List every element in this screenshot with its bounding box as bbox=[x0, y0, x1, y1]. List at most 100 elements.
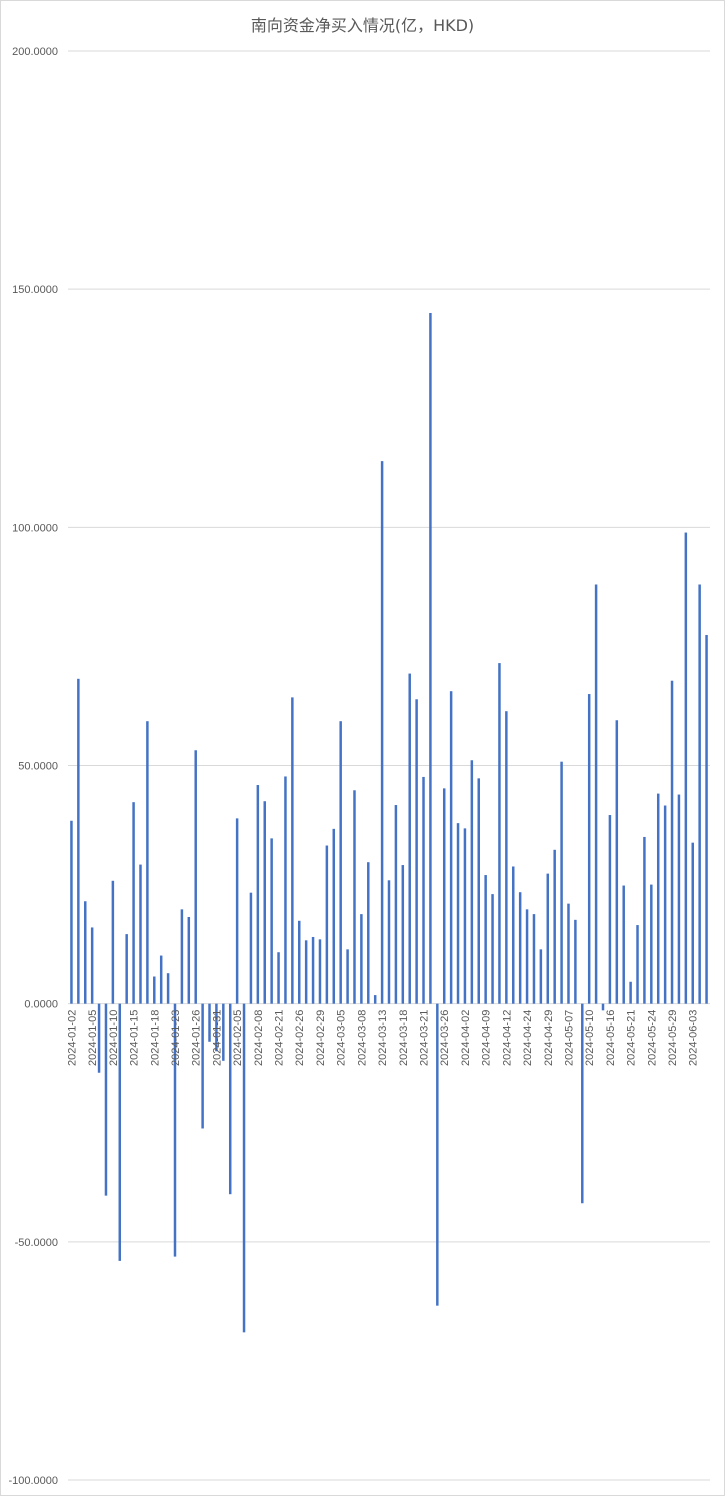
bar bbox=[456, 823, 460, 1004]
bar bbox=[284, 776, 287, 1004]
bar bbox=[442, 788, 446, 1004]
x-tick-label: 2024-04-02 bbox=[460, 1010, 472, 1066]
bar bbox=[77, 678, 80, 1004]
bar bbox=[394, 805, 398, 1004]
bar bbox=[291, 697, 294, 1004]
bar bbox=[346, 949, 349, 1004]
bar bbox=[615, 720, 619, 1004]
x-tick-label: 2024-02-26 bbox=[294, 1010, 306, 1066]
bar bbox=[353, 790, 356, 1004]
bar bbox=[180, 909, 184, 1004]
x-tick-label: 2024-04-24 bbox=[522, 1010, 534, 1066]
x-tick-label: 2024-05-21 bbox=[626, 1010, 638, 1066]
bar bbox=[470, 760, 474, 1004]
x-tick-label: 2024-05-07 bbox=[563, 1010, 575, 1066]
bar bbox=[159, 955, 163, 1004]
x-tick-label: 2024-05-29 bbox=[667, 1010, 679, 1066]
bar bbox=[70, 820, 73, 1004]
bar bbox=[567, 903, 570, 1004]
bar bbox=[525, 909, 529, 1004]
bar bbox=[325, 845, 329, 1004]
bar bbox=[463, 828, 467, 1004]
bar bbox=[594, 584, 598, 1004]
x-tick-label: 2024-03-21 bbox=[419, 1010, 431, 1066]
bar bbox=[643, 836, 646, 1004]
bar bbox=[249, 892, 253, 1004]
bar bbox=[208, 1003, 211, 1042]
bar bbox=[139, 864, 142, 1004]
x-tick-label: 2024-02-05 bbox=[232, 1010, 244, 1066]
bar bbox=[373, 995, 377, 1004]
bar bbox=[449, 691, 453, 1004]
x-tick-label: 2024-01-10 bbox=[108, 1010, 120, 1066]
x-tick-label: 2024-01-15 bbox=[129, 1010, 141, 1066]
bar bbox=[636, 925, 639, 1004]
y-tick-label: 100.0000 bbox=[12, 522, 58, 534]
bar bbox=[429, 312, 432, 1004]
bar bbox=[270, 838, 273, 1004]
bar bbox=[677, 794, 681, 1004]
bar bbox=[401, 865, 405, 1004]
bar bbox=[187, 916, 191, 1004]
x-tick-label: 2024-01-26 bbox=[191, 1010, 203, 1066]
bar bbox=[512, 866, 515, 1004]
y-tick-label: -100.0000 bbox=[8, 1475, 58, 1487]
bar bbox=[132, 802, 135, 1004]
bar bbox=[422, 776, 425, 1004]
bar bbox=[553, 849, 556, 1004]
bar bbox=[608, 815, 612, 1004]
bar bbox=[581, 1003, 584, 1204]
x-tick-label: 2024-05-16 bbox=[605, 1010, 617, 1066]
y-tick-label: -50.0000 bbox=[15, 1237, 58, 1249]
x-tick-label: 2024-05-24 bbox=[646, 1010, 658, 1066]
bar bbox=[263, 801, 266, 1004]
bar bbox=[256, 785, 260, 1004]
bar bbox=[84, 901, 87, 1004]
bar bbox=[491, 894, 494, 1004]
bar bbox=[629, 981, 632, 1004]
x-tick-label: 2024-03-13 bbox=[377, 1010, 389, 1066]
bar bbox=[277, 952, 280, 1004]
bar bbox=[125, 934, 128, 1004]
x-tick-label: 2024-03-18 bbox=[398, 1010, 410, 1066]
bar bbox=[118, 1003, 122, 1261]
bar bbox=[560, 761, 563, 1004]
bar bbox=[670, 680, 674, 1004]
bar bbox=[484, 875, 487, 1004]
y-tick-label: 50.0000 bbox=[18, 761, 58, 773]
bar bbox=[318, 939, 322, 1004]
y-tick-label: 0.0000 bbox=[24, 999, 58, 1011]
bar bbox=[228, 1003, 232, 1195]
bar bbox=[111, 880, 115, 1004]
bar bbox=[415, 699, 418, 1004]
x-tick-label: 2024-01-02 bbox=[66, 1010, 78, 1066]
bar bbox=[298, 920, 301, 1004]
bar bbox=[505, 711, 508, 1004]
bar bbox=[691, 842, 694, 1004]
bar bbox=[104, 1003, 108, 1196]
bar bbox=[656, 793, 660, 1004]
bar bbox=[215, 1003, 218, 1052]
x-tick-label: 2024-06-03 bbox=[688, 1010, 700, 1066]
y-tick-label: 150.0000 bbox=[12, 284, 58, 296]
x-tick-label: 2024-03-05 bbox=[336, 1010, 348, 1066]
bar bbox=[436, 1003, 439, 1306]
bar bbox=[532, 914, 536, 1004]
bar bbox=[339, 721, 342, 1004]
x-tick-label: 2024-01-31 bbox=[211, 1010, 223, 1066]
x-tick-label: 2024-03-08 bbox=[356, 1010, 368, 1066]
bar bbox=[408, 673, 411, 1004]
bar bbox=[705, 634, 708, 1004]
bar bbox=[518, 892, 522, 1004]
x-tick-label: 2024-04-12 bbox=[501, 1010, 513, 1066]
bar bbox=[367, 862, 370, 1004]
bar bbox=[698, 584, 701, 1004]
bar bbox=[146, 721, 149, 1004]
bar bbox=[90, 927, 94, 1004]
bar bbox=[601, 1003, 605, 1011]
y-tick-label: 200.0000 bbox=[12, 46, 58, 58]
bar bbox=[97, 1003, 101, 1073]
bar bbox=[387, 880, 391, 1004]
x-tick-label: 2024-02-21 bbox=[274, 1010, 286, 1066]
